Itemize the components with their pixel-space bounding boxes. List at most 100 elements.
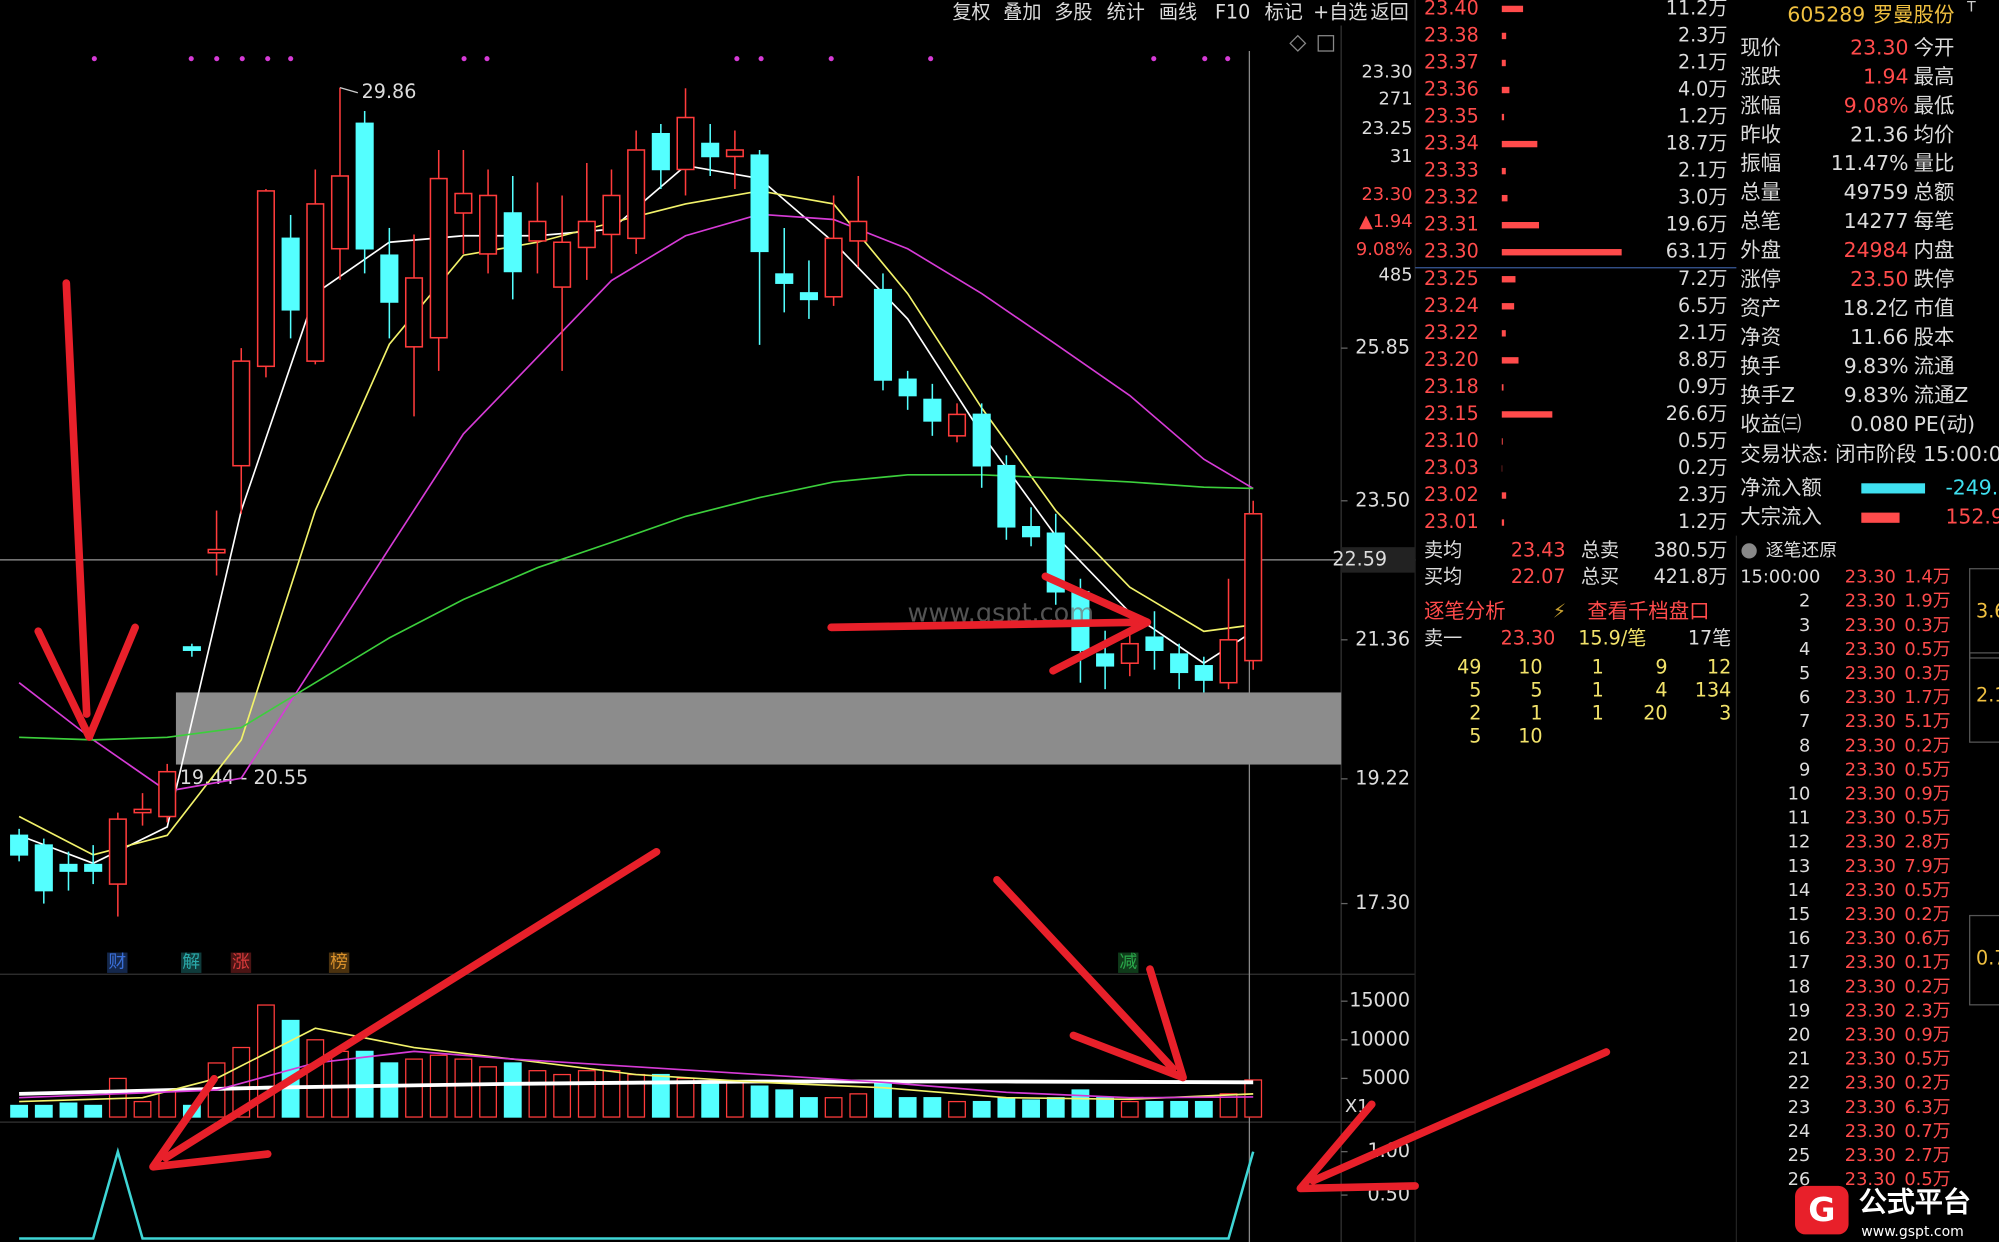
volume-bar xyxy=(1071,1089,1090,1118)
candle-body xyxy=(380,254,399,303)
volume-average xyxy=(19,1027,1254,1103)
toolbar-button[interactable]: 统计 xyxy=(1107,0,1145,23)
toolbar-button[interactable]: 多股 xyxy=(1054,0,1092,23)
quote-value: 9.83% xyxy=(1844,354,1909,378)
tick-index: 10 xyxy=(1788,784,1811,805)
y-tick-label: 19.22 xyxy=(1355,766,1410,789)
volume-bar xyxy=(454,1058,473,1118)
quote-label: PE(动) xyxy=(1914,412,1975,436)
quote-value: 0.080 xyxy=(1850,412,1908,436)
book-volume-bar xyxy=(1501,438,1503,445)
side-label: 23.25 xyxy=(1361,118,1412,139)
book-price: 23.25 xyxy=(1424,267,1479,290)
tick-index: 14 xyxy=(1788,880,1811,901)
volume-bar xyxy=(1120,1100,1139,1118)
event-marker[interactable]: 榜 xyxy=(330,952,348,973)
event-marker[interactable]: 涨 xyxy=(232,952,250,973)
quote-value: 9.83% xyxy=(1844,383,1909,407)
moving-average xyxy=(19,473,1254,741)
candle-body xyxy=(676,116,695,171)
book-price: 23.37 xyxy=(1424,50,1479,73)
tick-volume: 1.7万 xyxy=(1904,687,1950,708)
quote-label: 换手Z xyxy=(1740,383,1795,407)
tick-index: 6 xyxy=(1799,687,1810,708)
candle-body xyxy=(404,277,424,348)
quote-label: 总额 xyxy=(1914,180,1955,204)
toolbar-button[interactable]: +自选 xyxy=(1313,0,1367,23)
link[interactable]: 逐笔分析 xyxy=(1424,599,1506,623)
volume-bar xyxy=(1022,1099,1040,1118)
edge-box xyxy=(1969,568,1999,659)
quote-value: 1.94 xyxy=(1863,64,1908,88)
event-marker[interactable]: 财 xyxy=(108,952,126,973)
tick-grid-cell: 5 xyxy=(1530,679,1542,702)
tick-index: 22 xyxy=(1788,1073,1811,1094)
tick-grid-cell: 12 xyxy=(1707,656,1731,679)
event-marker-box xyxy=(107,952,128,973)
event-marker-box xyxy=(230,952,252,973)
link[interactable]: 查看千档盘口 xyxy=(1587,599,1709,623)
tick-price: 23.30 xyxy=(1845,1049,1896,1070)
logo-name: 公式平台 xyxy=(1859,1186,1971,1219)
tick-price: 23.30 xyxy=(1845,808,1896,829)
arrow xyxy=(149,847,661,1171)
tick-index: 13 xyxy=(1788,856,1811,877)
toolbar-button[interactable]: 叠加 xyxy=(1003,0,1041,23)
candle-body xyxy=(849,220,868,242)
quote-label: 涨跌 xyxy=(1740,64,1781,88)
toolbar-button[interactable]: 画线 xyxy=(1159,0,1197,23)
tick-volume: 0.1万 xyxy=(1904,952,1950,973)
quote-label: 昨收 xyxy=(1740,122,1781,146)
tick-index: 25 xyxy=(1788,1145,1811,1166)
tick-volume: 1.9万 xyxy=(1904,591,1950,612)
summary-value: 380.5万 xyxy=(1654,538,1728,561)
tick-head: 23.30 xyxy=(1501,626,1556,649)
toolbar-button[interactable]: 返回 xyxy=(1370,0,1408,23)
tick-index: 16 xyxy=(1788,928,1811,949)
book-volume: 4.0万 xyxy=(1678,78,1727,101)
side-label: 485 xyxy=(1378,264,1412,285)
book-volume: 11.2万 xyxy=(1666,0,1728,19)
tick-price: 23.30 xyxy=(1845,1121,1896,1142)
tick-price: 23.30 xyxy=(1845,615,1896,636)
tick-grid-cell: 1 xyxy=(1530,702,1542,725)
book-volume: 7.2万 xyxy=(1678,267,1727,290)
flow-label: 净流入额 xyxy=(1740,475,1822,499)
tick-price: 23.30 xyxy=(1845,1025,1896,1046)
book-price: 23.10 xyxy=(1424,429,1479,452)
moving-average xyxy=(18,213,1254,793)
volume-bar xyxy=(725,1081,744,1118)
arrow xyxy=(827,572,1152,675)
ticks-title[interactable]: 逐笔还原 xyxy=(1766,540,1837,561)
tick-price: 23.30 xyxy=(1845,759,1896,780)
quote-label: 跌停 xyxy=(1914,267,1955,291)
quote-label: 最高 xyxy=(1914,64,1955,88)
tick-index: 18 xyxy=(1788,976,1811,997)
tick-head: 卖一 xyxy=(1424,626,1462,649)
candle-body xyxy=(454,192,473,214)
book-volume-bar xyxy=(1501,276,1516,283)
book-price: 23.03 xyxy=(1424,456,1479,479)
book-volume-bar xyxy=(1501,222,1540,229)
crosshair-label: 22.59 xyxy=(1332,547,1387,570)
volume-bar xyxy=(405,1058,423,1118)
book-price: 23.31 xyxy=(1424,213,1479,236)
volume-bar xyxy=(701,1081,720,1118)
volume-bar xyxy=(676,1077,695,1118)
y-tick-label: 25.85 xyxy=(1355,336,1410,359)
book-volume: 2.3万 xyxy=(1678,23,1727,46)
toolbar-button[interactable]: 标记 xyxy=(1265,0,1303,23)
event-marker[interactable]: 解 xyxy=(182,952,200,973)
event-marker[interactable]: 减 xyxy=(1119,952,1137,973)
volume-bar xyxy=(948,1100,966,1118)
candle-body xyxy=(725,149,744,158)
volume-bar xyxy=(306,1039,325,1118)
book-volume-bar xyxy=(1501,5,1524,13)
arrow xyxy=(993,876,1187,1082)
book-price: 23.02 xyxy=(1424,483,1479,506)
toolbar-button[interactable]: 复权 xyxy=(952,0,990,23)
tick-volume: 0.9万 xyxy=(1904,784,1950,805)
tick-index: 4 xyxy=(1799,639,1810,660)
toolbar-button[interactable]: F10 xyxy=(1215,0,1250,23)
